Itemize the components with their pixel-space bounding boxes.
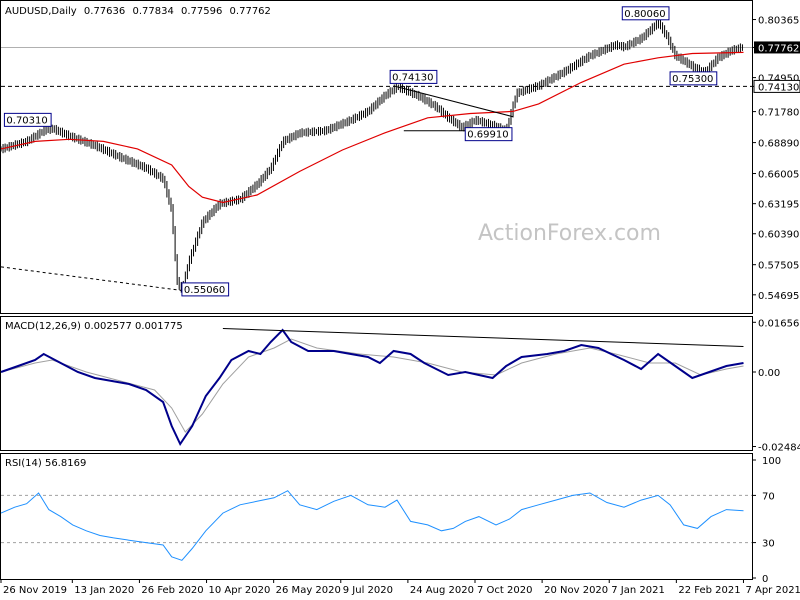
trendline-triangle-top — [396, 86, 514, 118]
time-tick-label: 7 Oct 2020 — [477, 585, 532, 596]
price-annotation-label: 0.80060 — [624, 9, 665, 20]
price-tick-label: 0.71780 — [758, 108, 799, 119]
macd-layer — [0, 328, 744, 447]
time-tick-label: 13 Jan 2020 — [74, 585, 134, 596]
current-price-label: 0.77762 — [758, 43, 799, 54]
macd-tick-label: 0.00 — [758, 368, 780, 379]
time-tick-label: 9 Jul 2020 — [343, 585, 393, 596]
rsi-axis: 100 70 30 0 — [752, 456, 781, 585]
time-tick-label: 26 Feb 2020 — [141, 585, 203, 596]
watermark: ActionForex.com — [478, 221, 661, 246]
time-tick-label: 26 Nov 2019 — [3, 585, 67, 596]
price-tick-label: 0.74950 — [758, 74, 799, 85]
price-annotation-label: 0.70310 — [6, 115, 47, 126]
support-price-label: 0.74130 — [758, 82, 799, 93]
price-annotation-box — [464, 127, 513, 142]
rsi-line — [0, 490, 744, 561]
price-annotation-box — [181, 282, 230, 297]
rsi-panel-title: RSI(14) 56.8169 — [5, 458, 86, 469]
macd-tick-label: 0.016567 — [758, 318, 800, 329]
price-annotation-box — [669, 71, 718, 86]
macd-line — [0, 328, 744, 447]
time-tick-label: 10 Apr 2020 — [209, 585, 271, 596]
price-annotation-label: 0.69910 — [467, 130, 508, 141]
current-price-tag — [754, 41, 800, 54]
price-annotation-label: 0.75300 — [672, 74, 713, 85]
time-tick-label: 20 Nov 2020 — [544, 585, 608, 596]
macd-panel-title: MACD(12,26,9) 0.002577 0.001775 — [5, 321, 183, 332]
rsi-tick-label: 100 — [762, 456, 781, 467]
price-annotation-box — [621, 6, 670, 21]
time-tick-label: 7 Jan 2021 — [611, 585, 665, 596]
rsi-tick-label: 30 — [762, 539, 775, 550]
price-annotation-label: 0.74130 — [392, 72, 433, 83]
price-annotation-box — [3, 112, 52, 127]
time-axis: 26 Nov 2019 13 Jan 2020 26 Feb 2020 10 Apr … — [0, 579, 800, 596]
macd-panel-frame — [0, 316, 753, 451]
price-tick-label: 0.66005 — [758, 170, 799, 181]
price-tick-label: 0.57505 — [758, 261, 799, 272]
price-layer: 0.70310 0.55060 0.74130 0.69910 0.80060 0.753… — [0, 6, 752, 297]
price-tick-label: 0.60390 — [758, 230, 799, 241]
moving-average-line — [0, 51, 744, 204]
rsi-layer — [0, 490, 752, 561]
price-tick-label: 0.63195 — [758, 200, 799, 211]
support-price-tag — [753, 79, 800, 93]
price-panel-title: AUDUSD,Daily 0.77636 0.77834 0.77596 0.7… — [5, 6, 271, 17]
price-tick-label: 0.54695 — [758, 291, 799, 302]
price-panel-frame — [0, 0, 753, 314]
price-annotation-box — [389, 69, 438, 84]
rsi-tick-label: 0 — [762, 574, 768, 585]
price-tick-label: 0.80365 — [758, 16, 799, 27]
rsi-tick-label: 70 — [762, 491, 775, 502]
price-tick-label: 0.68890 — [758, 139, 799, 150]
macd-trendline — [222, 328, 744, 347]
trendline-lower — [0, 266, 182, 291]
macd-axis: 0.016567 0.00 -0.02484 — [752, 318, 800, 454]
time-tick-label: 7 Apr 2021 — [745, 585, 800, 596]
price-annotation-label: 0.55060 — [184, 285, 225, 296]
rsi-panel-frame — [0, 453, 753, 580]
time-tick-label: 26 May 2020 — [276, 585, 341, 596]
macd-tick-label: -0.02484 — [758, 443, 800, 454]
time-tick-label: 22 Feb 2021 — [678, 585, 740, 596]
time-tick-label: 24 Aug 2020 — [410, 585, 474, 596]
